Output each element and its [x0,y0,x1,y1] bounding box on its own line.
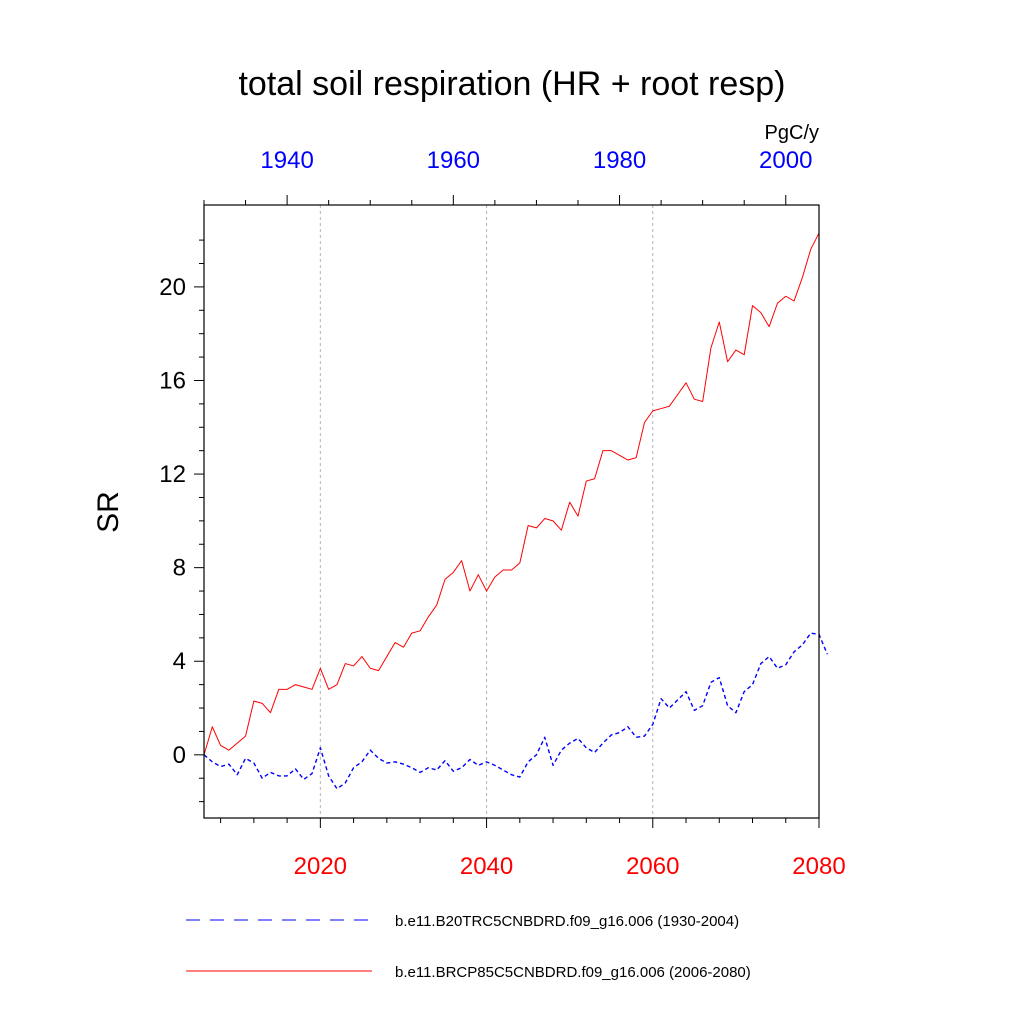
series-line-1 [203,632,828,790]
grid-layer [319,205,654,818]
y-tick-label: 20 [159,274,186,301]
y-tick-label: 16 [159,367,186,394]
chart-title: total soil respiration (HR + root resp) [238,65,785,103]
units-label: PgC/y [765,122,819,144]
series-layer [203,232,828,790]
bottom-tick-label: 2060 [626,853,679,880]
y-axis-label: SR [92,491,125,533]
plot-frame [203,204,820,819]
y-tick-label: 12 [159,461,186,488]
legend: b.e11.B20TRC5CNBDRD.f09_g16.006 (1930-20… [186,913,751,981]
bottom-tick-label: 2020 [294,853,347,880]
legend-label-1: b.e11.B20TRC5CNBDRD.f09_g16.006 (1930-20… [395,913,739,930]
top-tick-label: 1960 [427,147,480,174]
top-tick-label: 1980 [593,147,646,174]
top-tick-label: 2000 [759,147,812,174]
legend-label-2: b.e11.BRCP85C5CNBDRD.f09_g16.006 (2006-2… [395,964,751,981]
y-tick-label: 8 [173,555,186,582]
bottom-tick-label: 2040 [460,853,513,880]
series-line-2 [203,232,820,755]
y-tick-label: 0 [173,742,186,769]
y-tick-label: 4 [173,648,186,675]
top-tick-label: 1940 [260,147,313,174]
bottom-tick-label: 2080 [792,853,845,880]
